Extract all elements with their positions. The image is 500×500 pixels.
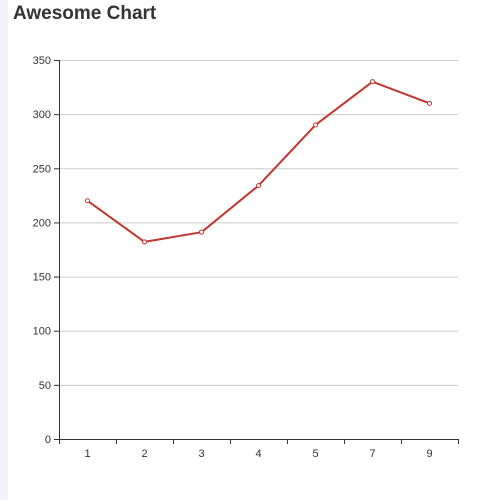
x-tick-label-9: 9 [426, 448, 432, 460]
x-tick-label-4: 4 [255, 448, 261, 460]
x-tick-label-5: 5 [312, 448, 318, 460]
y-tick-label-350: 350 [33, 55, 51, 67]
data-point-9 [427, 100, 432, 106]
y-tick-label-200: 200 [33, 217, 51, 229]
x-tick-label-2: 2 [141, 448, 147, 460]
data-point-2 [142, 239, 147, 245]
chart-page: Awesome Chart 0 50 100 150 200 250 300 350 1 2 3 4… [8, 0, 500, 500]
chart-title: Awesome Chart [13, 3, 157, 24]
axes [54, 60, 459, 444]
y-tick-label-0: 0 [45, 434, 51, 446]
y-tick-labels: 0 50 100 150 200 250 300 350 [33, 55, 51, 446]
x-tick-label-7: 7 [369, 448, 375, 460]
y-tick-label-50: 50 [39, 380, 51, 392]
line-chart: 0 50 100 150 200 250 300 350 1 2 3 4 5 7 9 [33, 55, 459, 460]
y-tick-label-100: 100 [33, 326, 51, 338]
y-tick-label-300: 300 [33, 109, 51, 121]
data-point-1 [85, 198, 90, 204]
x-tick-label-3: 3 [198, 448, 204, 460]
data-point-7 [370, 79, 375, 85]
series-line [86, 80, 430, 243]
x-tick-label-1: 1 [84, 448, 90, 460]
grid-lines [59, 60, 458, 386]
series [85, 79, 432, 245]
x-tick-labels: 1 2 3 4 5 7 9 [84, 448, 432, 460]
y-tick-label-250: 250 [33, 163, 51, 175]
y-tick-label-150: 150 [33, 272, 51, 284]
data-point-5 [313, 122, 318, 128]
data-point-3 [199, 229, 204, 235]
data-point-4 [256, 183, 261, 189]
